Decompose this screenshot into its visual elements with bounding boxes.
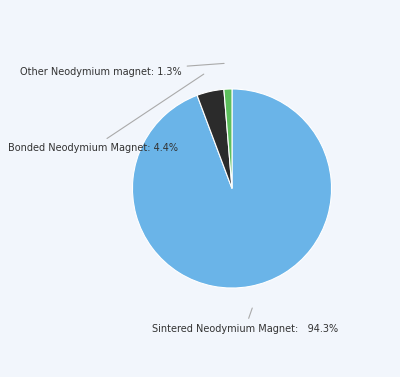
Text: Other Neodymium magnet: 1.3%: Other Neodymium magnet: 1.3% <box>20 63 224 77</box>
Wedge shape <box>224 89 232 188</box>
Text: Sintered Neodymium Magnet:   94.3%: Sintered Neodymium Magnet: 94.3% <box>152 308 338 334</box>
Wedge shape <box>132 89 332 288</box>
Wedge shape <box>197 89 232 188</box>
Text: Bonded Neodymium Magnet: 4.4%: Bonded Neodymium Magnet: 4.4% <box>8 74 204 153</box>
